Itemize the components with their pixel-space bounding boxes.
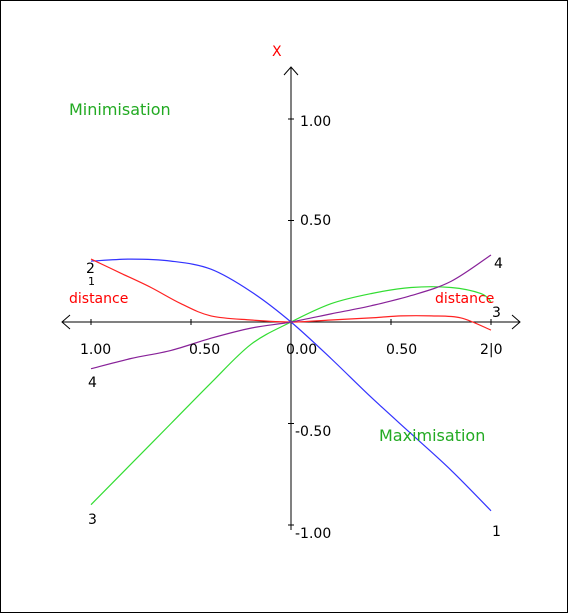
curve-2-end-label: 2: [86, 261, 95, 277]
curves: [90, 254, 492, 512]
x-tick-label: 0.50: [386, 342, 417, 358]
y-tick-label: 1.00: [300, 114, 331, 130]
maximisation-label: Maximisation: [379, 426, 485, 445]
y-tick-label: -1.00: [295, 526, 331, 542]
x-tick-label: 0.50: [189, 342, 220, 358]
x-tick-label: 1.00: [80, 342, 111, 358]
curve-1-end-label-right: 1: [492, 524, 501, 540]
curve-4-end-label-left: 4: [88, 375, 97, 391]
distance-label-left: distance: [69, 291, 128, 307]
curve-3-end-label-right: 3: [492, 305, 501, 321]
y-axis-arrow-top: [283, 66, 299, 76]
curve-4-end-label-right: 4: [494, 256, 503, 272]
x-tick-label: 0.00: [286, 342, 317, 358]
x-axis-arrow-left: [61, 314, 71, 330]
curve-3: [90, 286, 492, 506]
x-tick-label: 2|0: [480, 342, 503, 358]
x-axis-arrow-right: [511, 314, 521, 330]
y-tick-label: -0.50: [295, 424, 331, 440]
distance-label-right: distance: [435, 291, 494, 307]
labels: X Minimisation Maximisation distance dis…: [69, 44, 503, 542]
minimisation-label: Minimisation: [69, 100, 171, 119]
y-axis-label: X: [272, 44, 282, 60]
curve-4: [90, 254, 492, 370]
curve-3-end-label-left: 3: [88, 512, 97, 528]
y-tick-label: 0.50: [300, 213, 331, 229]
curve-1-small-label: 1: [88, 275, 95, 288]
